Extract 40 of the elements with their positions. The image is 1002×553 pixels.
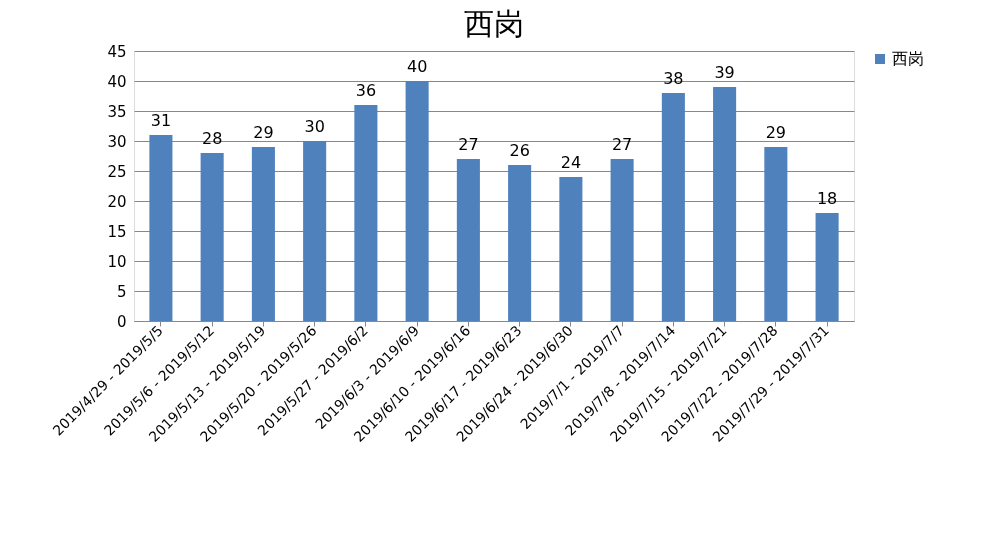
bar <box>713 87 737 321</box>
bar <box>764 147 788 321</box>
data-label: 30 <box>304 117 325 136</box>
y-tick-label: 0 <box>116 312 127 331</box>
y-tick-label: 10 <box>107 252 127 271</box>
data-label: 29 <box>253 123 274 142</box>
bar <box>508 165 532 321</box>
bar <box>200 153 224 321</box>
data-label: 36 <box>355 81 377 100</box>
data-label: 38 <box>663 69 684 88</box>
bar <box>559 177 583 321</box>
legend-label: 西岗 <box>892 49 924 68</box>
y-tick-label: 15 <box>107 222 127 241</box>
y-tick-label: 35 <box>107 102 127 121</box>
data-label: 28 <box>201 129 223 148</box>
bar <box>303 141 327 321</box>
bar <box>661 93 685 321</box>
bar <box>815 213 839 321</box>
bar <box>405 81 429 321</box>
y-tick-label: 5 <box>116 282 127 301</box>
bar <box>456 159 480 321</box>
y-tick-label: 40 <box>107 72 127 91</box>
bar <box>251 147 275 321</box>
data-label: 29 <box>765 123 787 142</box>
chart-title: 西岗 <box>464 6 524 41</box>
y-tick-label: 25 <box>107 162 127 181</box>
bar <box>610 159 634 321</box>
data-label: 39 <box>714 63 735 82</box>
y-tick-label: 20 <box>107 192 127 211</box>
bar <box>354 105 378 321</box>
data-label: 27 <box>458 135 479 154</box>
data-label: 24 <box>560 153 582 172</box>
y-tick-label: 30 <box>107 132 127 151</box>
data-label: 18 <box>816 189 838 208</box>
data-label: 31 <box>150 111 172 130</box>
data-label: 27 <box>611 135 633 154</box>
data-label: 26 <box>509 141 530 160</box>
y-tick-label: 45 <box>107 42 127 61</box>
data-label: 40 <box>406 57 428 76</box>
bar <box>149 135 173 321</box>
